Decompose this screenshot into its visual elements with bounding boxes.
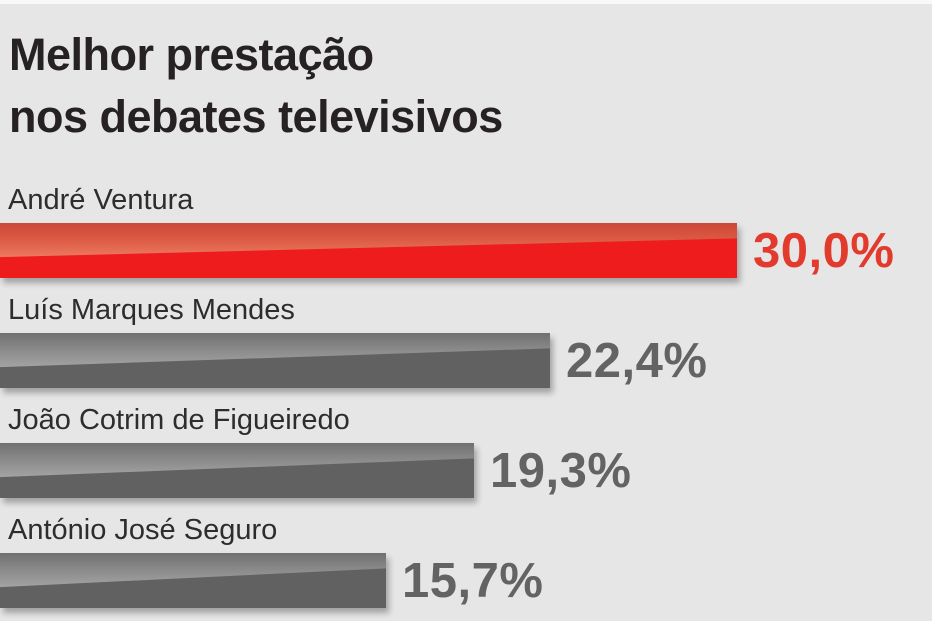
bar-row: João Cotrim de Figueiredo 19,3% <box>0 402 932 498</box>
bar-line: 19,3% <box>0 443 932 498</box>
bar-label: Luís Marques Mendes <box>8 294 295 326</box>
bar <box>0 443 474 498</box>
bar-row: António José Seguro 15,7% <box>0 512 932 608</box>
chart-title: Melhor prestação nos debates televisivos <box>9 24 503 148</box>
bar-value: 30,0% <box>753 223 895 278</box>
bar-line: 15,7% <box>0 553 932 608</box>
bar-line: 30,0% <box>0 223 932 278</box>
bar-line: 22,4% <box>0 333 932 388</box>
bar-value: 19,3% <box>490 443 632 498</box>
top-edge-strip <box>0 0 932 4</box>
bar <box>0 553 386 608</box>
bar-row: Luís Marques Mendes 22,4% <box>0 292 932 388</box>
bar <box>0 333 550 388</box>
chart-title-line2: nos debates televisivos <box>9 91 503 142</box>
bar-label: João Cotrim de Figueiredo <box>8 404 350 436</box>
bar-value: 22,4% <box>566 333 708 388</box>
bar <box>0 223 737 278</box>
bar-label: André Ventura <box>8 184 194 216</box>
chart-title-line1: Melhor prestação <box>9 29 374 80</box>
bar-label: António José Seguro <box>8 514 278 546</box>
bar-value: 15,7% <box>402 553 544 608</box>
bar-row: André Ventura 30,0% <box>0 182 932 278</box>
